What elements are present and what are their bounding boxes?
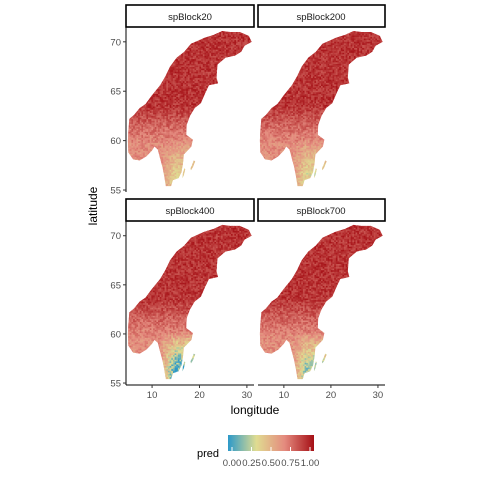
map-panel-spblock20 (127, 30, 252, 187)
map-panel-spblock700 (259, 224, 383, 380)
y-tick-label: 55 (110, 186, 121, 197)
y-tick-label: 70 (110, 231, 121, 242)
y-tick-label: 55 (110, 379, 121, 390)
x-tick-label: 10 (147, 390, 158, 401)
y-tick-label: 60 (110, 329, 121, 340)
prediction-raster (127, 30, 252, 187)
facet-title-spblock200: spBlock200 (296, 12, 345, 23)
x-tick-label: 20 (194, 390, 205, 401)
facet-title-spblock20: spBlock20 (168, 12, 212, 23)
legend-title: pred (197, 448, 219, 460)
prediction-raster (259, 30, 383, 187)
facet-title-spblock700: spBlock700 (296, 206, 345, 217)
facet-title-spblock400: spBlock400 (165, 206, 214, 217)
axis-ticks: 55 60 65 70 55 60 65 70 10 20 30 10 20 30 (110, 37, 383, 401)
legend-tick-label: 0.00 (223, 458, 242, 469)
y-axis-title: latitude (86, 186, 100, 225)
legend-tick-label: 0.25 (242, 458, 261, 469)
legend-colorbar (228, 435, 314, 451)
map-panel-spblock200 (259, 30, 383, 187)
legend-tick-label: 1.00 (301, 458, 320, 469)
prediction-raster (127, 224, 252, 380)
x-tick-label: 20 (326, 390, 337, 401)
color-legend: pred 0.00 0.25 0.50 0.75 1.00 (197, 435, 319, 469)
facet-strip-spblock700: spBlock700 (257, 198, 386, 222)
x-tick-label: 10 (279, 390, 290, 401)
y-tick-label: 65 (110, 87, 121, 98)
facet-strip-spblock20: spBlock20 (125, 4, 255, 28)
legend-tick-labels: 0.00 0.25 0.50 0.75 1.00 (223, 447, 320, 469)
y-tick-label: 65 (110, 280, 121, 291)
x-tick-label: 30 (373, 390, 384, 401)
x-axis-title: longitude (231, 403, 280, 417)
legend-tick-label: 0.50 (262, 458, 281, 469)
map-panel-spblock400 (127, 224, 252, 380)
y-tick-label: 60 (110, 136, 121, 147)
legend-tick-label: 0.75 (281, 458, 300, 469)
facet-strip-spblock200: spBlock200 (257, 4, 386, 28)
prediction-raster (259, 224, 383, 380)
x-tick-label: 30 (242, 390, 253, 401)
facet-strip-spblock400: spBlock400 (125, 198, 255, 222)
y-tick-label: 70 (110, 37, 121, 48)
